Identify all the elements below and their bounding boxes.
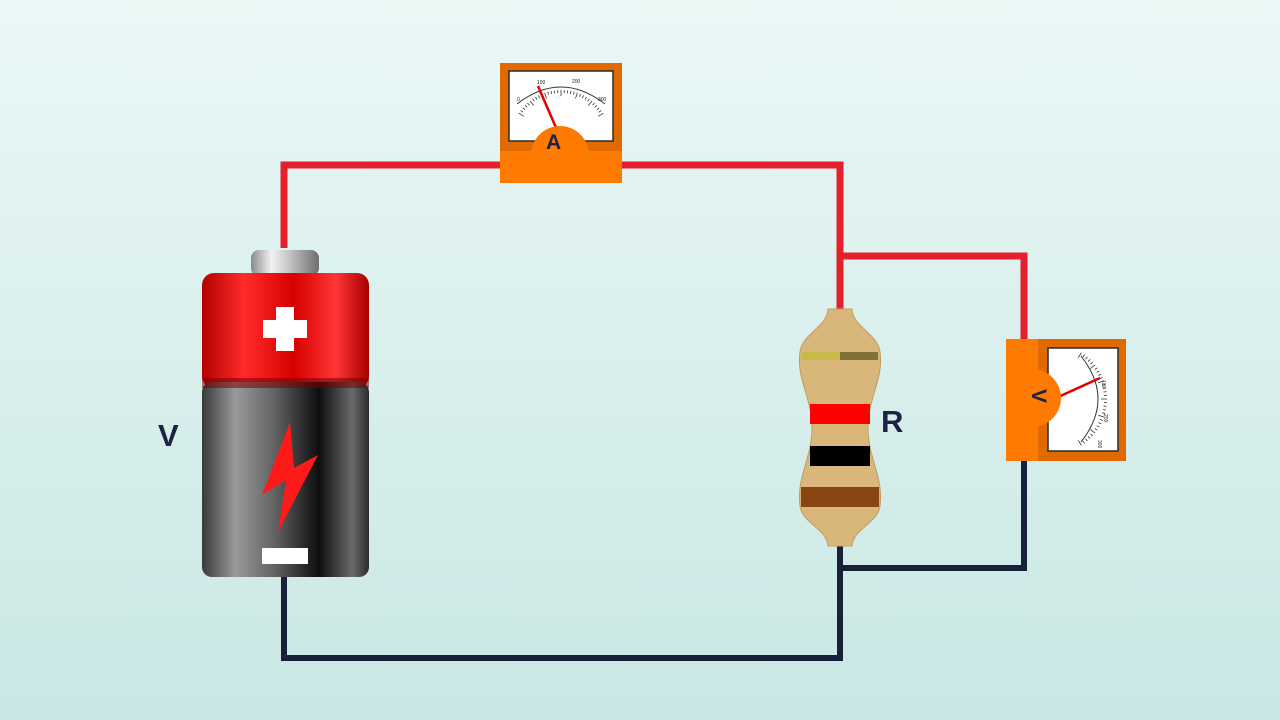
ammeter: 0 100 200 300 <box>500 63 622 183</box>
ammeter-scale-arc <box>516 86 606 105</box>
negative-wire-battery-to-resistor <box>281 545 843 661</box>
ammeter-needle <box>536 85 559 131</box>
ammeter-tick <box>587 98 590 102</box>
voltmeter-label: V <box>1027 389 1050 404</box>
positive-wire-to-voltmeter <box>840 252 1028 340</box>
voltmeter-tick <box>1077 440 1082 446</box>
ammeter-tick <box>594 105 598 108</box>
plus-icon <box>263 307 307 351</box>
ammeter-tick <box>588 100 593 106</box>
ammeter-tick <box>597 112 604 117</box>
wires <box>280 161 1028 661</box>
ammeter-tick <box>524 105 528 108</box>
ammeter-tick <box>573 91 575 95</box>
resistor-body <box>798 308 882 547</box>
ammeter-tick <box>569 90 572 95</box>
ammeter-scale-label-300: 300 <box>598 97 607 103</box>
battery-label: V <box>158 418 179 453</box>
voltmeter-tick <box>1102 408 1106 411</box>
voltmeter-tick <box>1099 377 1103 380</box>
voltmeter-tick <box>1094 428 1098 431</box>
ammeter-label: A <box>546 131 562 154</box>
ammeter-tick <box>598 110 602 113</box>
voltmeter-hub <box>1032 369 1061 427</box>
voltmeter-tick <box>1085 438 1088 442</box>
ammeter-tick <box>575 92 578 99</box>
ammeter-tick <box>522 107 526 111</box>
voltmeter-tick <box>1096 425 1100 428</box>
voltmeter-needle <box>1055 376 1101 400</box>
voltmeter-tick <box>1098 422 1102 425</box>
voltmeter-tick <box>1090 429 1096 434</box>
voltmeter-scale-ticks <box>1077 352 1107 446</box>
voltmeter-tick <box>1082 440 1085 444</box>
ammeter-scale-label-200: 200 <box>572 79 581 85</box>
voltmeter-tick <box>1087 436 1091 439</box>
ammeter-tick <box>592 102 595 106</box>
voltmeter-tick <box>1090 361 1093 365</box>
voltmeter: 100 200 300 <box>1006 339 1126 461</box>
resistor-label: R <box>881 404 904 439</box>
ammeter-tick <box>538 95 541 99</box>
ammeter-scale-label-100: 100 <box>537 80 546 86</box>
battery <box>202 250 369 577</box>
voltmeter-tick <box>1090 364 1096 369</box>
voltmeter-tick <box>1077 352 1082 358</box>
voltmeter-tick <box>1096 370 1100 373</box>
voltmeter-scale-label-300: 300 <box>1096 440 1102 449</box>
minus-icon <box>262 548 308 564</box>
ammeter-tick <box>584 96 587 100</box>
ammeter-scale-ticks <box>518 90 604 117</box>
ammeter-hub <box>531 126 589 155</box>
negative-wire-to-voltmeter <box>840 460 1027 571</box>
voltmeter-tick <box>1090 433 1093 437</box>
voltmeter-tick <box>1098 414 1105 418</box>
ammeter-tick <box>527 102 530 106</box>
voltmeter-tick <box>1085 356 1088 360</box>
resistor-band-3 <box>810 446 870 466</box>
resistor-band-2 <box>810 404 870 424</box>
voltmeter-tick <box>1094 367 1098 370</box>
ammeter-tick <box>550 90 553 95</box>
resistor <box>798 308 882 547</box>
voltmeter-tick <box>1102 412 1106 414</box>
battery-terminal <box>251 250 319 276</box>
lightning-bolt-icon <box>262 422 318 532</box>
voltmeter-tick <box>1102 387 1106 390</box>
ammeter-tick <box>547 91 549 95</box>
ammeter-tick <box>579 93 581 97</box>
ammeter-tick <box>581 95 584 99</box>
voltmeter-scale-arc <box>1080 355 1099 443</box>
voltmeter-tick <box>1099 418 1103 421</box>
ammeter-tick <box>529 100 534 106</box>
voltmeter-tick <box>1082 354 1085 358</box>
voltmeter-scale-label-200: 200 <box>1102 414 1108 423</box>
voltmeter-tick <box>1087 359 1091 362</box>
ammeter-scale-label-0: 0 <box>517 97 520 103</box>
ammeter-tick <box>520 110 524 113</box>
voltmeter-tick <box>1102 384 1106 386</box>
ammeter-tick <box>596 107 600 111</box>
ammeter-tick <box>544 92 547 99</box>
voltmeter-tick <box>1098 380 1105 384</box>
resistor-band-4 <box>801 487 879 507</box>
ammeter-tick <box>518 112 525 117</box>
ammeter-tick <box>532 98 535 102</box>
voltmeter-tick <box>1098 373 1102 376</box>
ammeter-tick <box>535 96 538 100</box>
voltmeter-scale-label-100: 100 <box>1100 380 1106 389</box>
